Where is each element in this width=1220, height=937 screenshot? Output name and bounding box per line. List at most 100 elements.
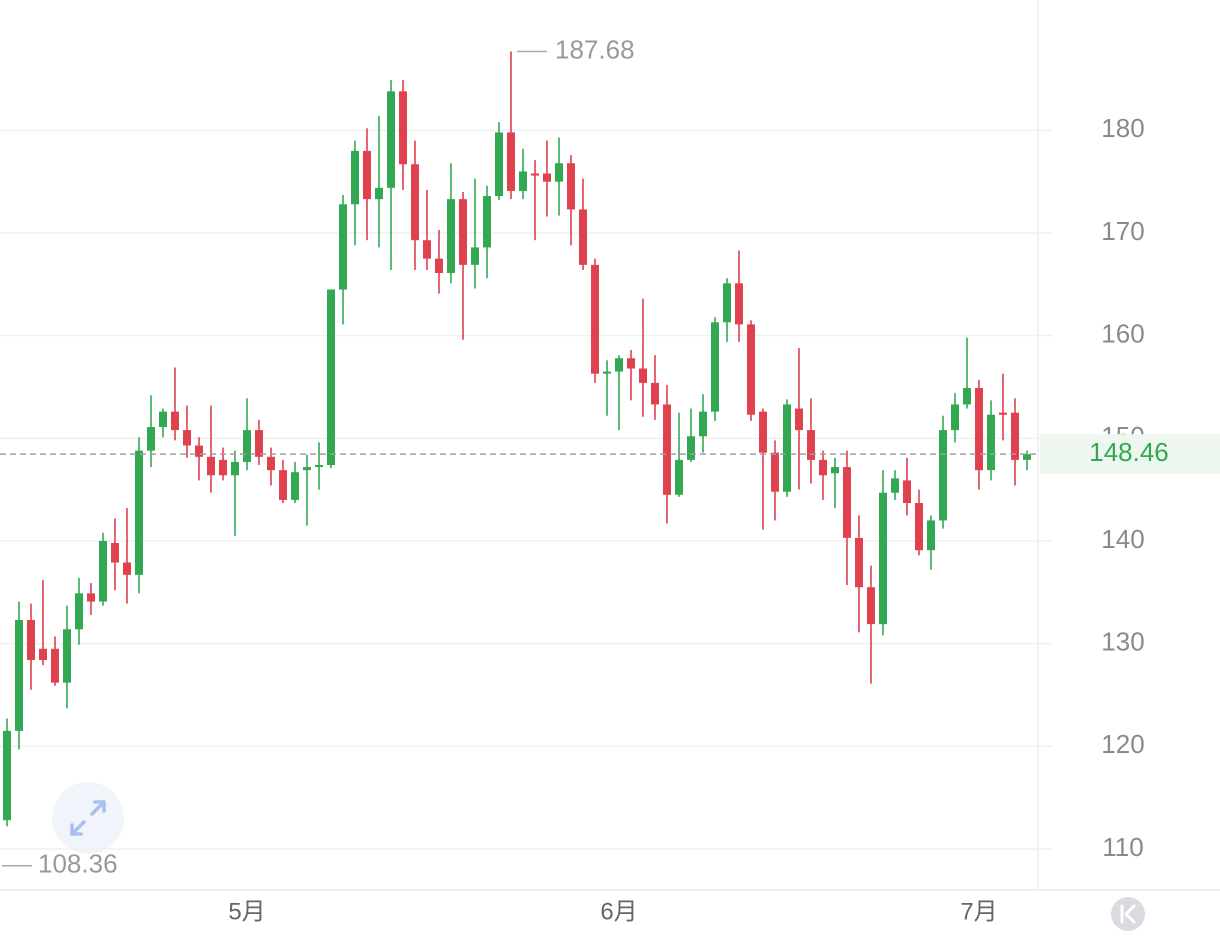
candle-body bbox=[327, 289, 335, 466]
candle-body bbox=[483, 196, 491, 248]
candle-body bbox=[147, 427, 155, 451]
candle-body bbox=[855, 537, 863, 588]
candle-body bbox=[351, 150, 359, 205]
candle-body bbox=[519, 171, 527, 191]
expand-button[interactable] bbox=[52, 782, 124, 854]
candle-body bbox=[783, 404, 791, 492]
candle-body bbox=[639, 368, 647, 383]
candle-body bbox=[867, 587, 875, 625]
candle-body bbox=[87, 593, 95, 602]
candle-body bbox=[27, 620, 35, 661]
candle-body bbox=[915, 502, 923, 551]
y-tick-label: 140 bbox=[1101, 524, 1144, 554]
candle-body bbox=[39, 648, 47, 661]
candle-body bbox=[879, 492, 887, 625]
candle-body bbox=[543, 173, 551, 182]
candle-body bbox=[183, 430, 191, 446]
kline-icon[interactable] bbox=[1120, 904, 1136, 924]
y-tick-label: 160 bbox=[1101, 319, 1144, 349]
candle-body bbox=[459, 199, 467, 265]
candle-body bbox=[111, 543, 119, 563]
candle-body bbox=[303, 467, 311, 471]
candle-body bbox=[399, 91, 407, 165]
candle-body bbox=[963, 388, 971, 405]
kline-button[interactable] bbox=[1111, 897, 1145, 931]
candle-body bbox=[927, 520, 935, 551]
candle-body bbox=[951, 404, 959, 431]
candle-body bbox=[207, 456, 215, 476]
candle-body bbox=[555, 163, 563, 182]
candle-body bbox=[219, 459, 227, 476]
candle-body bbox=[279, 470, 287, 500]
candle-body bbox=[735, 283, 743, 325]
candle-body bbox=[999, 412, 1007, 415]
candle-body bbox=[615, 358, 623, 372]
candle-body bbox=[423, 240, 431, 259]
candle-body bbox=[159, 411, 167, 428]
candle-body bbox=[435, 258, 443, 274]
candle-body bbox=[579, 209, 587, 265]
candle-body bbox=[99, 540, 107, 602]
y-tick-label: 170 bbox=[1101, 216, 1144, 246]
min-label: 108.36 bbox=[38, 849, 118, 879]
y-tick-label: 180 bbox=[1101, 113, 1144, 143]
candle-body bbox=[267, 456, 275, 471]
candle-body bbox=[759, 411, 767, 453]
candle-body bbox=[627, 358, 635, 369]
last-price-label: 148.46 bbox=[1089, 437, 1169, 467]
candle-body bbox=[339, 204, 347, 290]
x-tick-label: 5月 bbox=[228, 898, 265, 925]
candle-body bbox=[3, 730, 11, 821]
last-price-box bbox=[1040, 434, 1220, 475]
candle-body bbox=[531, 173, 539, 176]
candle-body bbox=[987, 414, 995, 471]
expand-icon[interactable] bbox=[70, 800, 106, 836]
candles bbox=[3, 51, 1031, 827]
expand-button-bg[interactable] bbox=[52, 782, 124, 854]
candle-body bbox=[255, 430, 263, 457]
candle-body bbox=[411, 164, 419, 241]
candle-body bbox=[495, 132, 503, 197]
candle-body bbox=[675, 459, 683, 495]
candle-body bbox=[171, 411, 179, 431]
y-tick-label: 130 bbox=[1101, 627, 1144, 657]
x-tick-label: 7月 bbox=[960, 898, 997, 925]
y-tick-label: 110 bbox=[1102, 832, 1143, 862]
candle-body bbox=[663, 404, 671, 495]
candle-body bbox=[843, 467, 851, 538]
candle-body bbox=[243, 430, 251, 462]
candle-body bbox=[15, 620, 23, 731]
candle-body bbox=[231, 461, 239, 476]
candle-body bbox=[291, 472, 299, 500]
candle-body bbox=[603, 371, 611, 374]
candle-body bbox=[63, 629, 71, 683]
candle-body bbox=[831, 467, 839, 474]
y-tick-label: 120 bbox=[1101, 729, 1144, 759]
candle-body bbox=[567, 163, 575, 210]
candle-body bbox=[51, 648, 59, 683]
candle-body bbox=[771, 452, 779, 492]
candle-body bbox=[375, 187, 383, 200]
candle-body bbox=[819, 459, 827, 476]
candle-body bbox=[903, 480, 911, 503]
candle-body bbox=[591, 264, 599, 374]
candle-body bbox=[195, 445, 203, 457]
candle-body bbox=[651, 382, 659, 405]
candle-body bbox=[747, 324, 755, 415]
candle-body bbox=[891, 478, 899, 493]
candle-body bbox=[507, 132, 515, 191]
candle-body bbox=[807, 430, 815, 460]
candle-body bbox=[1023, 454, 1031, 460]
candle-body bbox=[723, 283, 731, 323]
candle-body bbox=[123, 562, 131, 575]
candle-body bbox=[471, 247, 479, 265]
candle-body bbox=[711, 322, 719, 412]
candle-body bbox=[387, 91, 395, 188]
candle-body bbox=[1011, 412, 1019, 460]
candle-body bbox=[975, 388, 983, 471]
candle-body bbox=[315, 465, 323, 468]
candle-body bbox=[699, 411, 707, 437]
candle-body bbox=[75, 593, 83, 630]
